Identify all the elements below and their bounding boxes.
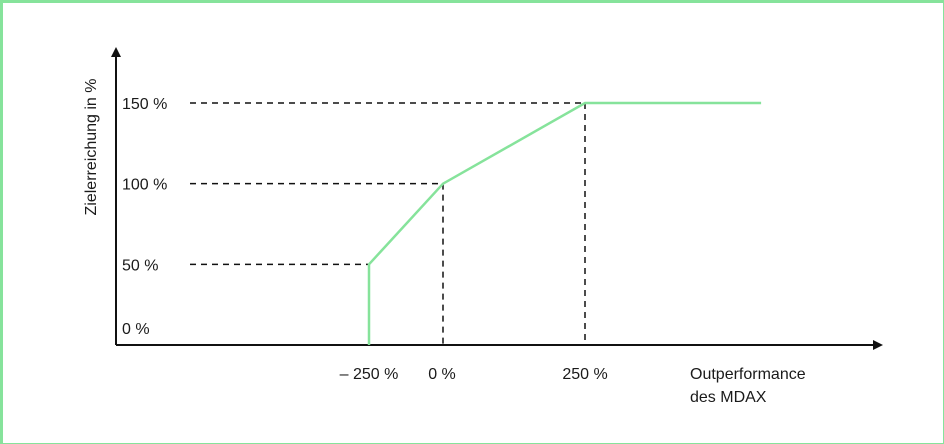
frame-left-border [0,0,3,444]
x-tick-labels: – 250 % 0 % 250 % [340,366,608,383]
series-line [367,101,762,345]
x-tick-label: 250 % [562,366,607,383]
series-layer [367,101,762,345]
axes [111,47,883,350]
y-tick-label: 100 % [122,177,167,194]
x-tick-label: – 250 % [340,366,399,383]
y-tick-label: 0 % [122,321,150,338]
y-axis-label: Zielerreichung in % [83,79,100,216]
x-tick-label: 0 % [428,366,456,383]
x-axis-label-line1: Outperformance [690,366,806,383]
x-axis-label-line2: des MDAX [690,389,767,406]
y-tick-label: 50 % [122,257,158,274]
reference-lines [190,102,586,345]
y-tick-labels: 0 % 50 % 100 % 150 % [122,96,167,338]
y-tick-label: 150 % [122,96,167,113]
frame-top-border [0,0,944,3]
